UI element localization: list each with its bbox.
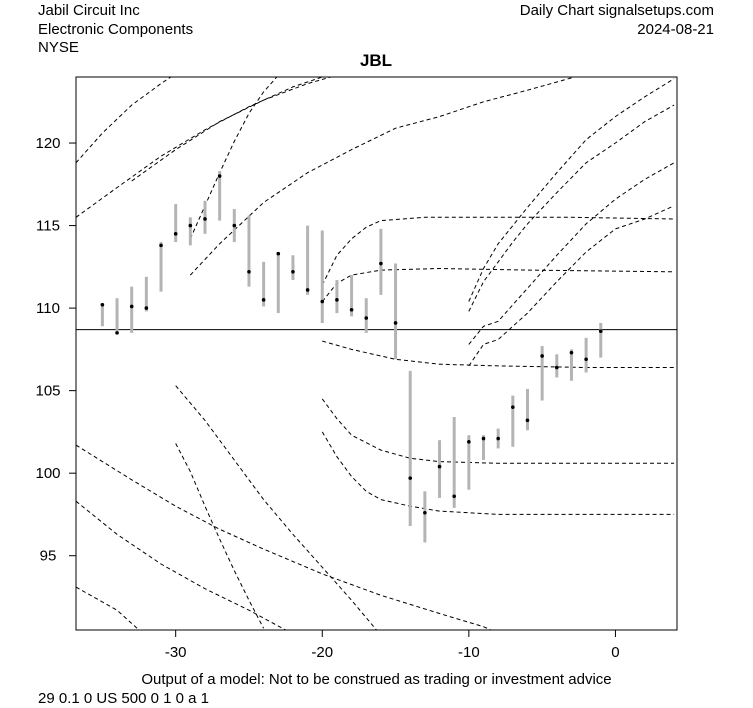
close-marker-4: [159, 243, 163, 248]
company-name: Jabil Circuit Inc: [38, 2, 140, 19]
axes: -30 -20 -10 0 95 100 105 110 115 120: [35, 135, 619, 661]
model-curve-15: [76, 500, 286, 630]
close-marker-28: [511, 405, 515, 409]
plot-frame: [75, 76, 678, 631]
model-curve-4: [189, 77, 577, 276]
close-marker-7: [203, 217, 207, 221]
close-marker-8: [217, 174, 222, 178]
close-marker-18: [364, 316, 369, 320]
model-curve-9: [321, 431, 675, 515]
close-marker-25: [467, 440, 471, 444]
close-marker-24: [452, 494, 456, 499]
disclaimer: Output of a model: Not to be construed a…: [141, 671, 612, 688]
y-tick-label-1: 100: [35, 465, 60, 482]
close-marker-31: [555, 365, 559, 370]
model-curve-10: [468, 205, 675, 367]
close-marker-20: [393, 321, 398, 325]
close-marker-19: [379, 261, 383, 266]
model-curve-2: [131, 77, 333, 182]
close-marker-29: [525, 418, 530, 423]
close-marker-32: [569, 350, 574, 355]
close-marker-12: [276, 251, 281, 256]
close-marker-16: [335, 298, 339, 302]
close-marker-3: [144, 306, 149, 310]
model-curve-16: [76, 586, 140, 630]
model-curve-7: [322, 340, 675, 368]
y-tick-label-2: 105: [35, 383, 60, 400]
model-curve-0: [76, 77, 172, 164]
model-curve-8: [321, 398, 675, 464]
close-marker-9: [232, 223, 237, 228]
model-curve-13: [468, 78, 675, 302]
close-marker-0: [100, 303, 105, 307]
close-marker-17: [349, 307, 354, 312]
y-tick-label-0: 95: [40, 548, 57, 565]
model-params: 29 0.1 0 US 500 0 1 0 a 1: [38, 690, 209, 707]
close-marker-11: [261, 298, 266, 302]
close-marker-1: [115, 331, 119, 335]
model-curve-11: [468, 162, 675, 345]
close-marker-2: [129, 304, 134, 309]
close-marker-23: [437, 464, 442, 469]
x-tick-label-1: -20: [311, 644, 333, 661]
model-curve-18: [175, 443, 265, 629]
model-curves: [76, 77, 675, 630]
model-curve-12: [468, 104, 675, 312]
model-curve-14: [76, 444, 492, 630]
close-marker-33: [584, 357, 588, 362]
close-marker-10: [247, 269, 251, 274]
model-curve-6: [321, 267, 675, 302]
chart-title: JBL: [360, 51, 392, 70]
close-marker-34: [598, 329, 603, 334]
model-curve-1: [76, 77, 323, 218]
chart-date: 2024-08-21: [637, 21, 714, 38]
close-marker-14: [305, 288, 310, 292]
y-tick-label-3: 110: [36, 300, 60, 317]
close-marker-15: [320, 299, 325, 304]
sector-label: Electronic Components: [38, 21, 194, 38]
close-marker-21: [408, 476, 413, 480]
close-marker-27: [496, 436, 500, 441]
close-marker-13: [291, 269, 295, 274]
price-bars: [100, 171, 603, 543]
close-marker-30: [540, 354, 544, 358]
close-marker-22: [423, 510, 427, 515]
x-tick-label-3: 0: [611, 644, 619, 661]
y-tick-label-4: 115: [36, 218, 60, 235]
model-curve-5: [321, 216, 675, 286]
source-label: Daily Chart signalsetups.com: [519, 2, 714, 19]
close-marker-26: [481, 436, 486, 441]
y-tick-label-5: 120: [35, 135, 60, 152]
close-marker-5: [173, 232, 178, 236]
x-tick-label-2: -10: [458, 644, 480, 661]
x-tick-label-0: -30: [165, 644, 187, 661]
close-marker-6: [188, 223, 193, 228]
exchange-label: NYSE: [38, 39, 79, 56]
